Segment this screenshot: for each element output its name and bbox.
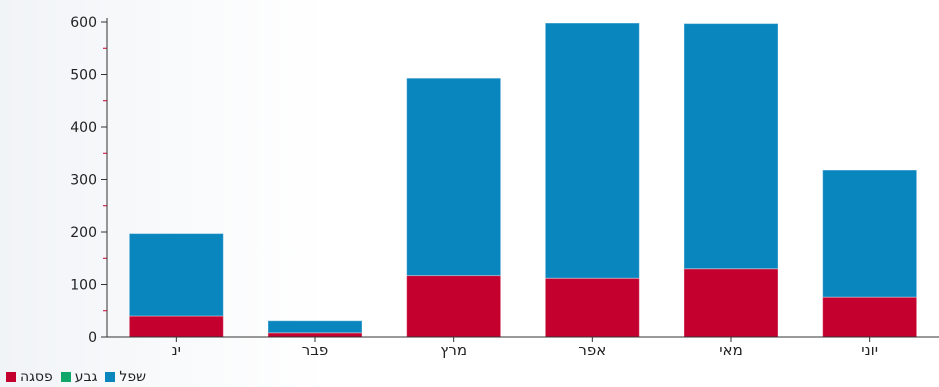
legend-item-hill[interactable]: גבע [60, 369, 98, 385]
bar-2-3[interactable] [544, 22, 640, 279]
legend-label-hill: גבע [74, 369, 98, 385]
axis-layer [101, 18, 939, 342]
x-tick-label-2: מרץ [440, 341, 467, 359]
legend-item-peak[interactable]: פסגה [6, 369, 53, 385]
y-tick-label-0: 0 [88, 330, 97, 346]
legend-swatch-low [105, 372, 116, 382]
bar-0-1[interactable] [267, 332, 363, 338]
bar-2-1[interactable] [267, 320, 363, 334]
y-tick-label-3: 300 [70, 173, 97, 189]
legend-label-peak: פסגה [20, 369, 53, 385]
x-tick-label-3: אפר [578, 341, 606, 359]
labels-layer: 0 100 200 300 400 500 600 ינ פבר מרץ אפר מאי יוני [70, 15, 878, 359]
bar-2-4[interactable] [683, 23, 779, 270]
legend: פסגה גבע שפל [6, 368, 146, 386]
y-tick-label-5: 500 [70, 68, 97, 84]
legend-label-low: שפל [119, 369, 147, 385]
x-tick-label-1: פבר [302, 341, 329, 359]
legend-swatch-hill [60, 372, 71, 382]
y-tick-label-2: 200 [70, 225, 97, 241]
bar-0-5[interactable] [822, 296, 918, 338]
x-tick-label-0: ינ [172, 341, 181, 359]
x-tick-label-4: מאי [719, 341, 743, 359]
bar-2-0[interactable] [128, 233, 224, 317]
y-tick-label-6: 600 [70, 15, 97, 31]
bar-2-2[interactable] [406, 77, 502, 277]
bar-0-3[interactable] [544, 277, 640, 338]
x-tick-label-5: יוני [861, 341, 878, 359]
bar-0-0[interactable] [128, 315, 224, 338]
legend-item-low[interactable]: שפל [105, 369, 146, 385]
y-tick-label-1: 100 [70, 278, 97, 294]
bar-0-2[interactable] [406, 275, 502, 338]
legend-swatch-peak [6, 372, 16, 382]
bar-0-4[interactable] [683, 268, 779, 338]
y-tick-label-4: 400 [70, 120, 97, 136]
bars-layer [128, 22, 918, 338]
bar-2-5[interactable] [822, 169, 918, 298]
